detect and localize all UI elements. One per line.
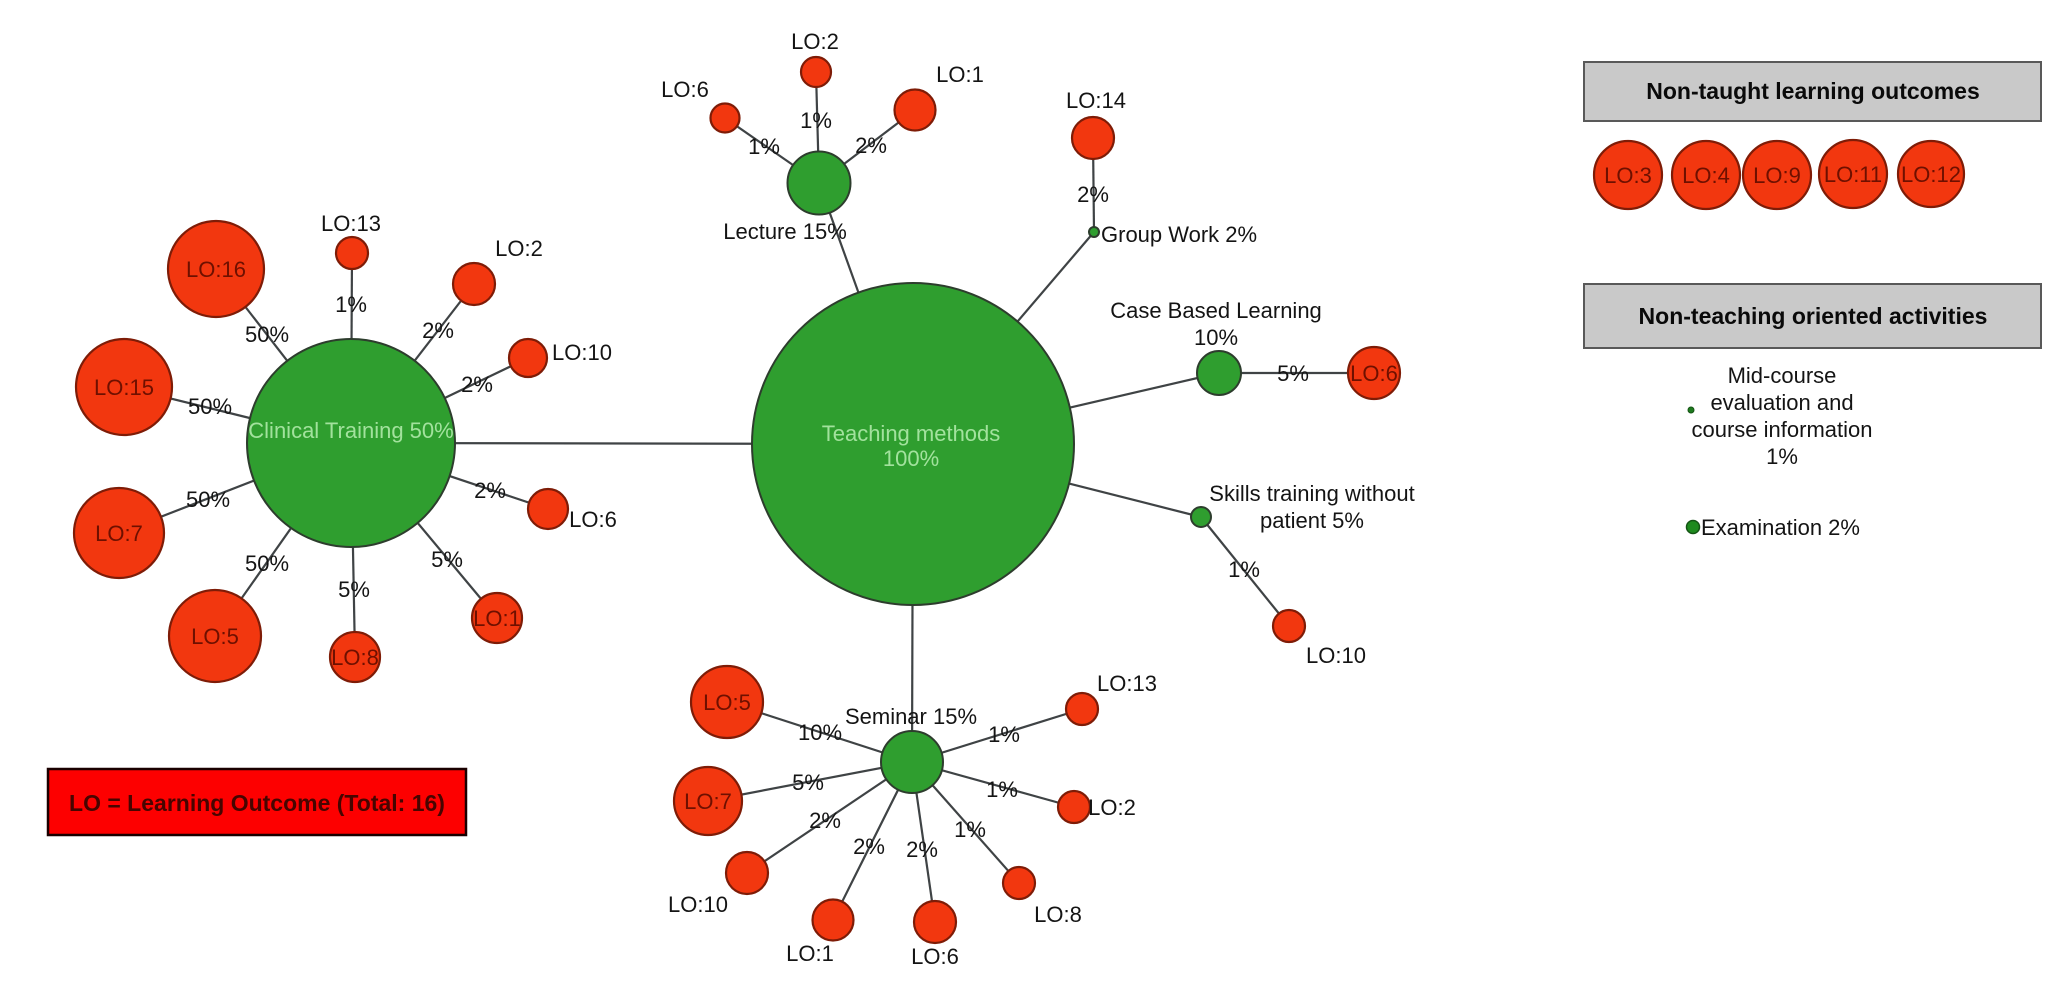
svg-text:LO:2: LO:2 xyxy=(1088,795,1136,820)
svg-text:Teaching methods: Teaching methods xyxy=(822,421,1001,446)
svg-text:50%: 50% xyxy=(188,394,232,419)
svg-text:2%: 2% xyxy=(474,478,506,503)
svg-text:LO:4: LO:4 xyxy=(1682,163,1730,188)
svg-text:10%: 10% xyxy=(798,720,842,745)
svg-text:50%: 50% xyxy=(245,551,289,576)
svg-text:Examination 2%: Examination 2% xyxy=(1701,515,1860,540)
svg-text:1%: 1% xyxy=(800,108,832,133)
svg-text:5%: 5% xyxy=(431,547,463,572)
svg-text:LO:1: LO:1 xyxy=(936,62,984,87)
svg-text:1%: 1% xyxy=(1228,557,1260,582)
svg-text:LO:1: LO:1 xyxy=(786,941,834,966)
svg-text:1%: 1% xyxy=(1766,444,1798,469)
svg-text:1%: 1% xyxy=(986,777,1018,802)
svg-text:LO:6: LO:6 xyxy=(911,944,959,969)
svg-text:LO:6: LO:6 xyxy=(569,507,617,532)
svg-text:LO:14: LO:14 xyxy=(1066,88,1126,113)
svg-text:100%: 100% xyxy=(883,446,939,471)
svg-text:Non-teaching oriented activiti: Non-teaching oriented activities xyxy=(1639,303,1988,329)
svg-text:LO:12: LO:12 xyxy=(1901,162,1961,187)
svg-text:Lecture 15%: Lecture 15% xyxy=(723,219,847,244)
svg-text:2%: 2% xyxy=(855,133,887,158)
svg-text:Mid-course: Mid-course xyxy=(1728,363,1837,388)
svg-text:Seminar 15%: Seminar 15% xyxy=(845,704,977,729)
svg-text:50%: 50% xyxy=(186,487,230,512)
svg-text:LO:2: LO:2 xyxy=(791,29,839,54)
svg-text:5%: 5% xyxy=(338,577,370,602)
svg-text:LO:8: LO:8 xyxy=(331,645,379,670)
svg-text:LO:7: LO:7 xyxy=(95,521,143,546)
svg-text:1%: 1% xyxy=(954,817,986,842)
svg-text:LO = Learning Outcome (Total:: LO = Learning Outcome (Total: 16) xyxy=(69,790,445,816)
svg-text:50%: 50% xyxy=(245,322,289,347)
svg-text:LO:13: LO:13 xyxy=(1097,671,1157,696)
svg-text:LO:3: LO:3 xyxy=(1604,163,1652,188)
svg-text:LO:15: LO:15 xyxy=(94,375,154,400)
svg-text:1%: 1% xyxy=(988,722,1020,747)
svg-text:LO:6: LO:6 xyxy=(1350,361,1398,386)
svg-text:Non-taught learning outcomes: Non-taught learning outcomes xyxy=(1646,78,1980,104)
svg-text:5%: 5% xyxy=(1277,361,1309,386)
svg-text:patient 5%: patient 5% xyxy=(1260,508,1364,533)
svg-text:course information: course information xyxy=(1692,417,1873,442)
svg-text:1%: 1% xyxy=(335,292,367,317)
svg-text:2%: 2% xyxy=(1077,182,1109,207)
svg-text:2%: 2% xyxy=(422,318,454,343)
svg-text:5%: 5% xyxy=(792,770,824,795)
svg-text:2%: 2% xyxy=(853,834,885,859)
svg-text:1%: 1% xyxy=(748,134,780,159)
svg-text:LO:10: LO:10 xyxy=(1306,643,1366,668)
svg-text:Case Based Learning: Case Based Learning xyxy=(1110,298,1322,323)
svg-text:LO:8: LO:8 xyxy=(1034,902,1082,927)
svg-text:LO:7: LO:7 xyxy=(684,789,732,814)
svg-text:LO:2: LO:2 xyxy=(495,236,543,261)
svg-text:LO:6: LO:6 xyxy=(661,77,709,102)
svg-text:LO:9: LO:9 xyxy=(1753,163,1801,188)
svg-text:LO:13: LO:13 xyxy=(321,211,381,236)
svg-text:LO:11: LO:11 xyxy=(1824,162,1882,187)
svg-text:Group Work 2%: Group Work 2% xyxy=(1101,222,1257,247)
svg-text:evaluation and: evaluation and xyxy=(1710,390,1853,415)
svg-text:10%: 10% xyxy=(1194,325,1238,350)
svg-text:Skills training without: Skills training without xyxy=(1209,481,1414,506)
svg-text:LO:5: LO:5 xyxy=(703,690,751,715)
svg-text:LO:10: LO:10 xyxy=(668,892,728,917)
svg-text:2%: 2% xyxy=(461,372,493,397)
svg-text:LO:5: LO:5 xyxy=(191,624,239,649)
svg-text:LO:10: LO:10 xyxy=(552,340,612,365)
svg-text:2%: 2% xyxy=(809,808,841,833)
svg-text:LO:1: LO:1 xyxy=(473,606,521,631)
svg-text:2%: 2% xyxy=(906,837,938,862)
svg-text:LO:16: LO:16 xyxy=(186,257,246,282)
svg-text:Clinical Training 50%: Clinical Training 50% xyxy=(248,418,453,443)
